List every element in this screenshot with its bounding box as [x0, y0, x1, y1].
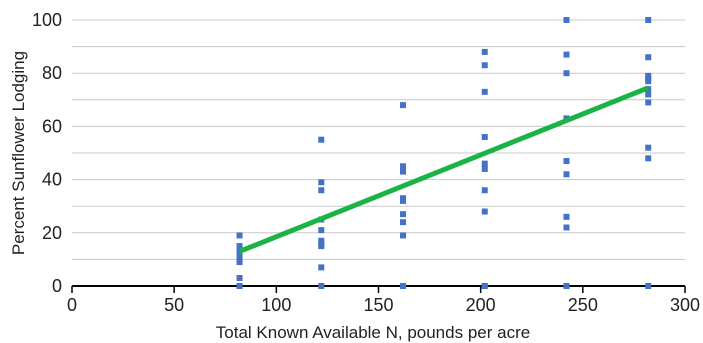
data-point — [236, 275, 243, 282]
y-tick-label: 100 — [32, 10, 62, 30]
data-point — [645, 54, 652, 61]
data-point — [645, 78, 652, 85]
data-point — [645, 283, 652, 289]
data-point — [481, 134, 488, 141]
x-axis-title: Total Known Available N, pounds per acre — [216, 323, 530, 342]
data-point — [481, 187, 488, 194]
y-tick-label: 60 — [42, 116, 62, 136]
data-point — [481, 283, 488, 289]
tick-labels: 0 20 40 60 80 100 0 50 100 150 200 250 300 — [32, 10, 700, 315]
x-tick-label: 150 — [363, 295, 393, 315]
x-tick-label: 0 — [67, 295, 77, 315]
x-tick-label: 50 — [164, 295, 184, 315]
data-point — [318, 264, 325, 271]
data-point — [481, 160, 488, 167]
data-point — [400, 211, 407, 218]
x-tick-label: 300 — [670, 295, 700, 315]
y-tick-label: 0 — [52, 276, 62, 296]
y-tick-label: 40 — [42, 170, 62, 190]
data-point — [645, 144, 652, 151]
data-point — [400, 168, 407, 175]
data-point — [563, 157, 570, 164]
data-point — [481, 208, 488, 215]
data-point — [236, 232, 243, 239]
data-point — [318, 187, 325, 194]
data-point — [645, 91, 652, 98]
data-point — [318, 179, 325, 186]
y-axis-title: Percent Sunflower Lodging — [9, 51, 28, 255]
data-point — [236, 251, 243, 258]
data-point — [400, 197, 407, 204]
y-tick-label: 80 — [42, 63, 62, 83]
data-point — [318, 283, 325, 289]
data-point — [481, 88, 488, 95]
data-point — [400, 232, 407, 239]
data-point — [645, 99, 652, 106]
grid-lines — [72, 19, 685, 260]
data-point — [645, 17, 652, 23]
data-point — [236, 259, 243, 266]
data-point — [563, 171, 570, 178]
data-point — [563, 70, 570, 77]
data-point — [481, 48, 488, 55]
x-tick-label: 100 — [261, 295, 291, 315]
x-tick-label: 200 — [466, 295, 496, 315]
data-point — [563, 51, 570, 58]
x-tick-label: 250 — [568, 295, 598, 315]
data-point — [481, 165, 488, 172]
trendline-layer — [238, 85, 650, 254]
data-point — [563, 283, 570, 289]
data-points — [236, 17, 652, 289]
data-point — [400, 283, 407, 289]
data-point — [400, 219, 407, 226]
axes — [71, 285, 686, 293]
data-point — [318, 243, 325, 250]
data-point — [563, 224, 570, 231]
data-point — [400, 102, 407, 109]
data-point — [563, 17, 570, 23]
data-point — [645, 155, 652, 162]
data-point — [318, 136, 325, 143]
trendline — [238, 85, 650, 254]
data-point — [236, 283, 243, 289]
data-point — [563, 213, 570, 220]
data-point — [318, 227, 325, 234]
y-tick-label: 20 — [42, 223, 62, 243]
data-point — [481, 62, 488, 69]
